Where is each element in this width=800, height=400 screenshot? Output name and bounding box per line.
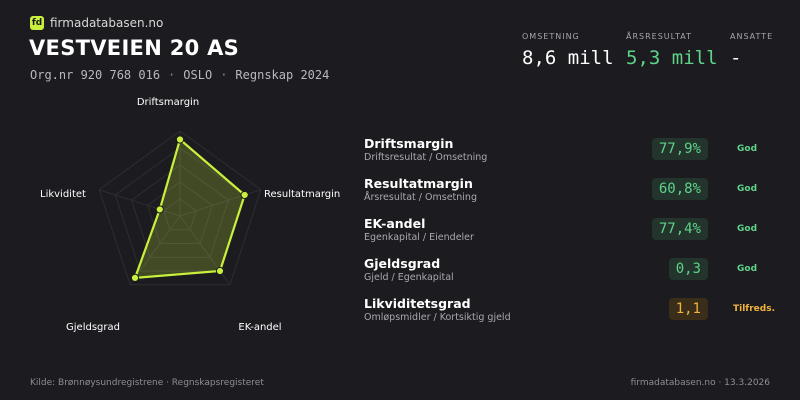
radar-point-ek-andel [215,266,225,276]
radar-grid-ring [98,130,262,286]
stat-label: ÅRSRESULTAT [626,32,693,41]
radar-axis-line [129,215,181,286]
radar-grid-ring [163,198,197,231]
radar-label-gjeldsgrad: Gjeldsgrad [66,322,120,333]
radar-points [130,135,249,282]
brand-name: firmadatabasen.no [50,16,164,30]
stat-arsresultat: ÅRSRESULTAT 5,3 mill [626,32,718,69]
separator: · [168,68,176,82]
radar-point-resultatmargin [240,190,249,200]
metric-value: 0,3 [668,258,708,280]
stat-label: ANSATTE [730,32,774,41]
radar-grid-ring [147,181,213,245]
metric-name-resultatmargin: Resultatmargin [364,176,473,191]
stat-value: - [730,47,742,69]
radar-point-driftsmargin [175,135,185,144]
metric-value: 1,1 [668,298,708,320]
radar-point-gjeldsgrad [130,273,140,282]
radar-label-likviditet: Likviditet [40,189,86,200]
separator: · [220,68,228,82]
company-name: VESTVEIEN 20 AS [29,36,240,60]
metric-value: 77,4% [651,218,708,240]
footer-site-date[interactable]: firmadatabasen.no · 13.3.2026 [630,378,770,388]
stat-omsetning: OMSETNING 8,6 mill [522,32,614,69]
stat-value: 8,6 mill [522,47,614,69]
stat-label: OMSETNING [522,32,580,41]
radar-grid-ring [130,164,230,258]
radar-chart: Driftsmargin Resultatmargin EK-andel Gje… [40,97,340,333]
footer-source: Kilde: Brønnøysundregistrene · Regnskaps… [30,378,264,388]
radar-label-ek-andel: EK-andel [238,322,281,333]
radar-label-driftsmargin: Driftsmargin [137,97,199,108]
metric-desc: Omløpsmidler / Kortsiktig gjeld [364,312,511,323]
radar-point-likviditet [155,205,164,214]
metric-status: Tilfreds. [733,304,775,314]
metric-name-driftsmargin: Driftsmargin [364,136,454,151]
radar-axis-line [99,189,181,217]
radar-label-resultatmargin: Resultatmargin [264,189,340,200]
stat-ansatte: ANSATTE - [730,32,773,69]
org-number: Org.nr 920 768 016 [30,68,161,82]
radar-area [133,137,246,280]
company-city: OSLO [183,68,213,82]
metric-desc: Driftsresultat / Omsetning [364,152,488,163]
accounting-period: Regnskap 2024 [235,68,330,82]
brand[interactable]: fd firmadatabasen.no [30,16,163,30]
metric-status: God [737,264,758,274]
company-meta: Org.nr 920 768 016 · OSLO · Regnskap 2024 [30,68,329,82]
metric-status: God [737,224,758,234]
metric-desc: Årsresultat / Omsetning [364,192,477,203]
brand-logo-icon: fd [30,16,44,30]
metric-name-ek-andel: EK-andel [364,216,426,231]
metric-desc: Egenkapital / Eiendeler [364,232,474,243]
metric-name-gjeldsgrad: Gjeldsgrad [364,256,441,271]
metric-desc: Gjeld / Egenkapital [364,272,454,283]
metric-value: 77,9% [651,138,708,160]
metric-status: God [737,184,758,194]
metric-value: 60,8% [651,178,708,200]
metric-status: God [737,144,758,154]
stat-value: 5,3 mill [626,47,718,69]
metric-name-likviditetsgrad: Likviditetsgrad [364,296,471,311]
